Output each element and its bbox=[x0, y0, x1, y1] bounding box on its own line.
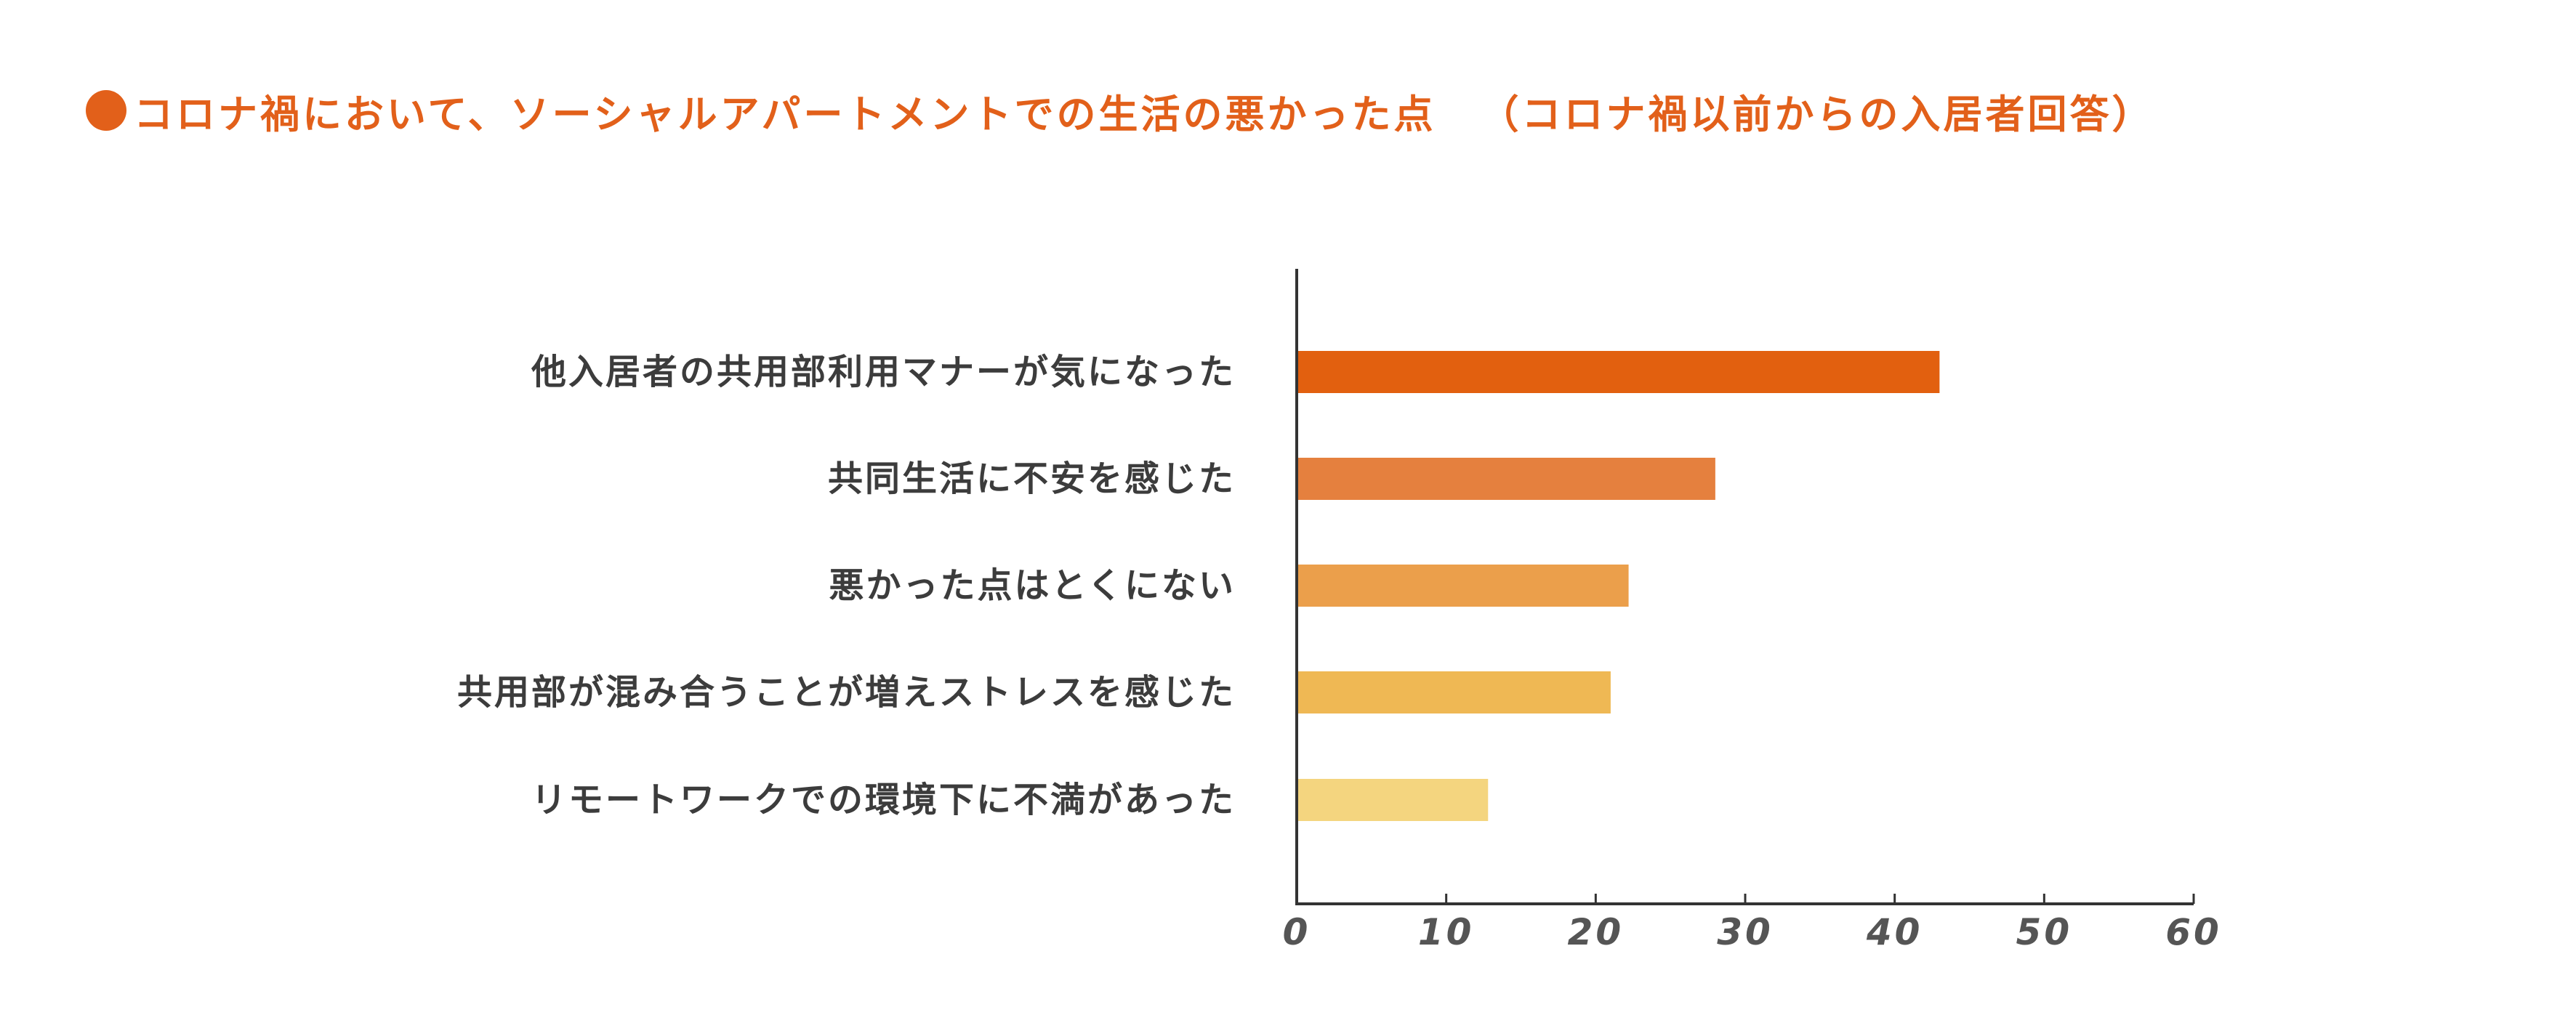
bar-1 bbox=[1297, 351, 1940, 393]
x-tick-label-0: 0 bbox=[1283, 911, 1311, 953]
x-tick-label-40: 40 bbox=[1866, 911, 1923, 953]
x-tick-label-10: 10 bbox=[1418, 911, 1475, 953]
bar-4 bbox=[1297, 671, 1611, 713]
x-tick-labels: 0 10 20 30 40 50 60 bbox=[1283, 911, 2222, 953]
x-tick-label-20: 20 bbox=[1568, 911, 1625, 953]
bullet-dot-icon bbox=[86, 90, 126, 131]
category-label-2: 共同生活に不安を感じた bbox=[828, 458, 1236, 499]
bars-layer bbox=[1297, 351, 1940, 821]
title-subtitle: （コロナ禍以前からの入居者回答） bbox=[1479, 91, 2154, 137]
axes bbox=[1295, 269, 2195, 905]
bar-3 bbox=[1297, 565, 1629, 607]
x-tick-label-60: 60 bbox=[2165, 911, 2222, 953]
category-label-1: 他入居者の共用部利用マナーが気になった bbox=[531, 352, 1236, 392]
category-labels: 他入居者の共用部利用マナーが気になった共同生活に不安を感じた悪かった点はとくにな… bbox=[457, 352, 1236, 820]
category-label-3: 悪かった点はとくにない bbox=[829, 565, 1236, 606]
title-main: コロナ禍において、ソーシャルアパートメントでの生活の悪かった点 bbox=[134, 91, 1436, 137]
x-tick-label-50: 50 bbox=[2016, 911, 2073, 953]
bar-5 bbox=[1297, 779, 1489, 821]
category-label-5: リモートワークでの環境下に不満があった bbox=[531, 780, 1236, 820]
bar-2 bbox=[1297, 458, 1715, 500]
chart-title: コロナ禍において、ソーシャルアパートメントでの生活の悪かった点 （コロナ禍以前か… bbox=[86, 81, 2154, 140]
x-tick-label-30: 30 bbox=[1717, 911, 1774, 953]
category-label-4: 共用部が混み合うことが増えストレスを感じた bbox=[457, 672, 1236, 713]
